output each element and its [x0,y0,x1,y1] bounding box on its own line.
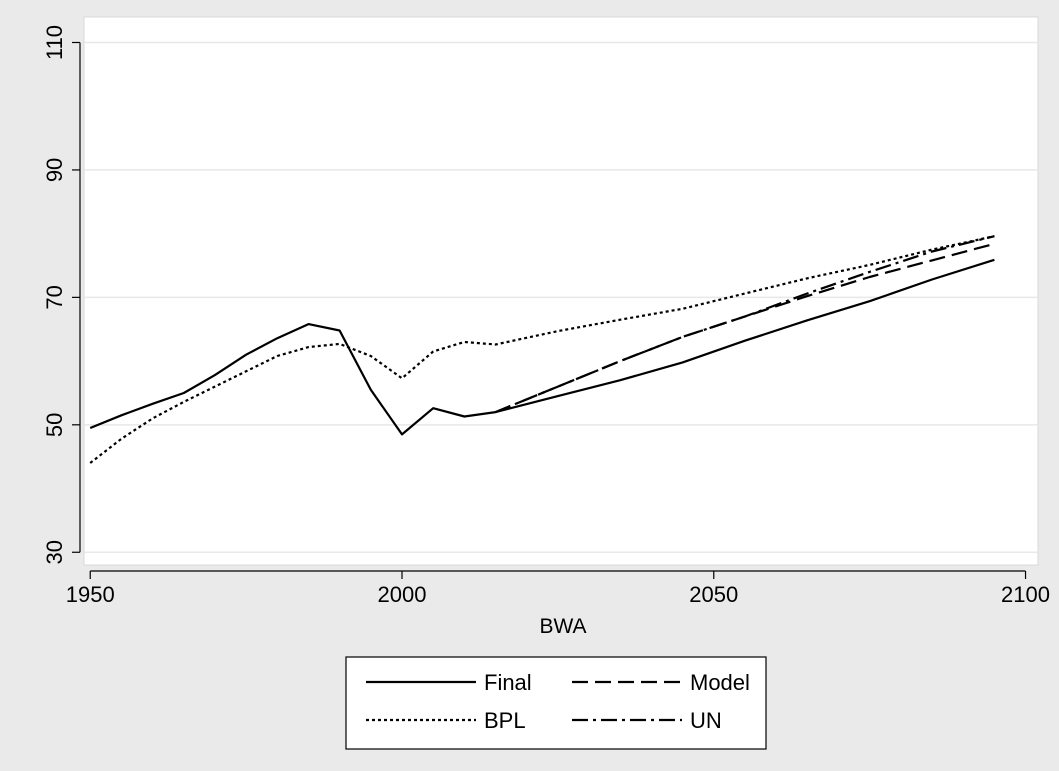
x-tick-label: 2050 [689,582,738,607]
x-axis-label: BWA [539,615,586,638]
legend: Final Model BPL UN [345,656,767,750]
series-line-un [495,235,995,414]
legend-box [345,656,767,750]
series-lines [89,235,995,464]
series-line-final [89,258,995,436]
x-tick-label: 1950 [66,582,115,607]
legend-label-final: Final [484,670,532,695]
y-tick-label: 30 [42,540,67,564]
y-tick-label: 90 [42,158,67,182]
y-tick-label: 50 [42,413,67,437]
y-tick-label: 110 [42,25,67,60]
axes: 30 50 70 90 110 1950 2000 2050 2100 [42,25,1050,607]
legend-label-model: Model [690,670,750,695]
legend-label-un: UN [690,708,722,733]
x-tick-label: 2000 [378,582,427,607]
gridlines [84,41,1038,554]
legend-label-bpl: BPL [484,708,526,733]
series-line-bpl [89,235,995,464]
y-tick-label: 70 [42,285,67,309]
plot-area [83,16,1039,566]
x-tick-label: 2100 [1001,582,1050,607]
